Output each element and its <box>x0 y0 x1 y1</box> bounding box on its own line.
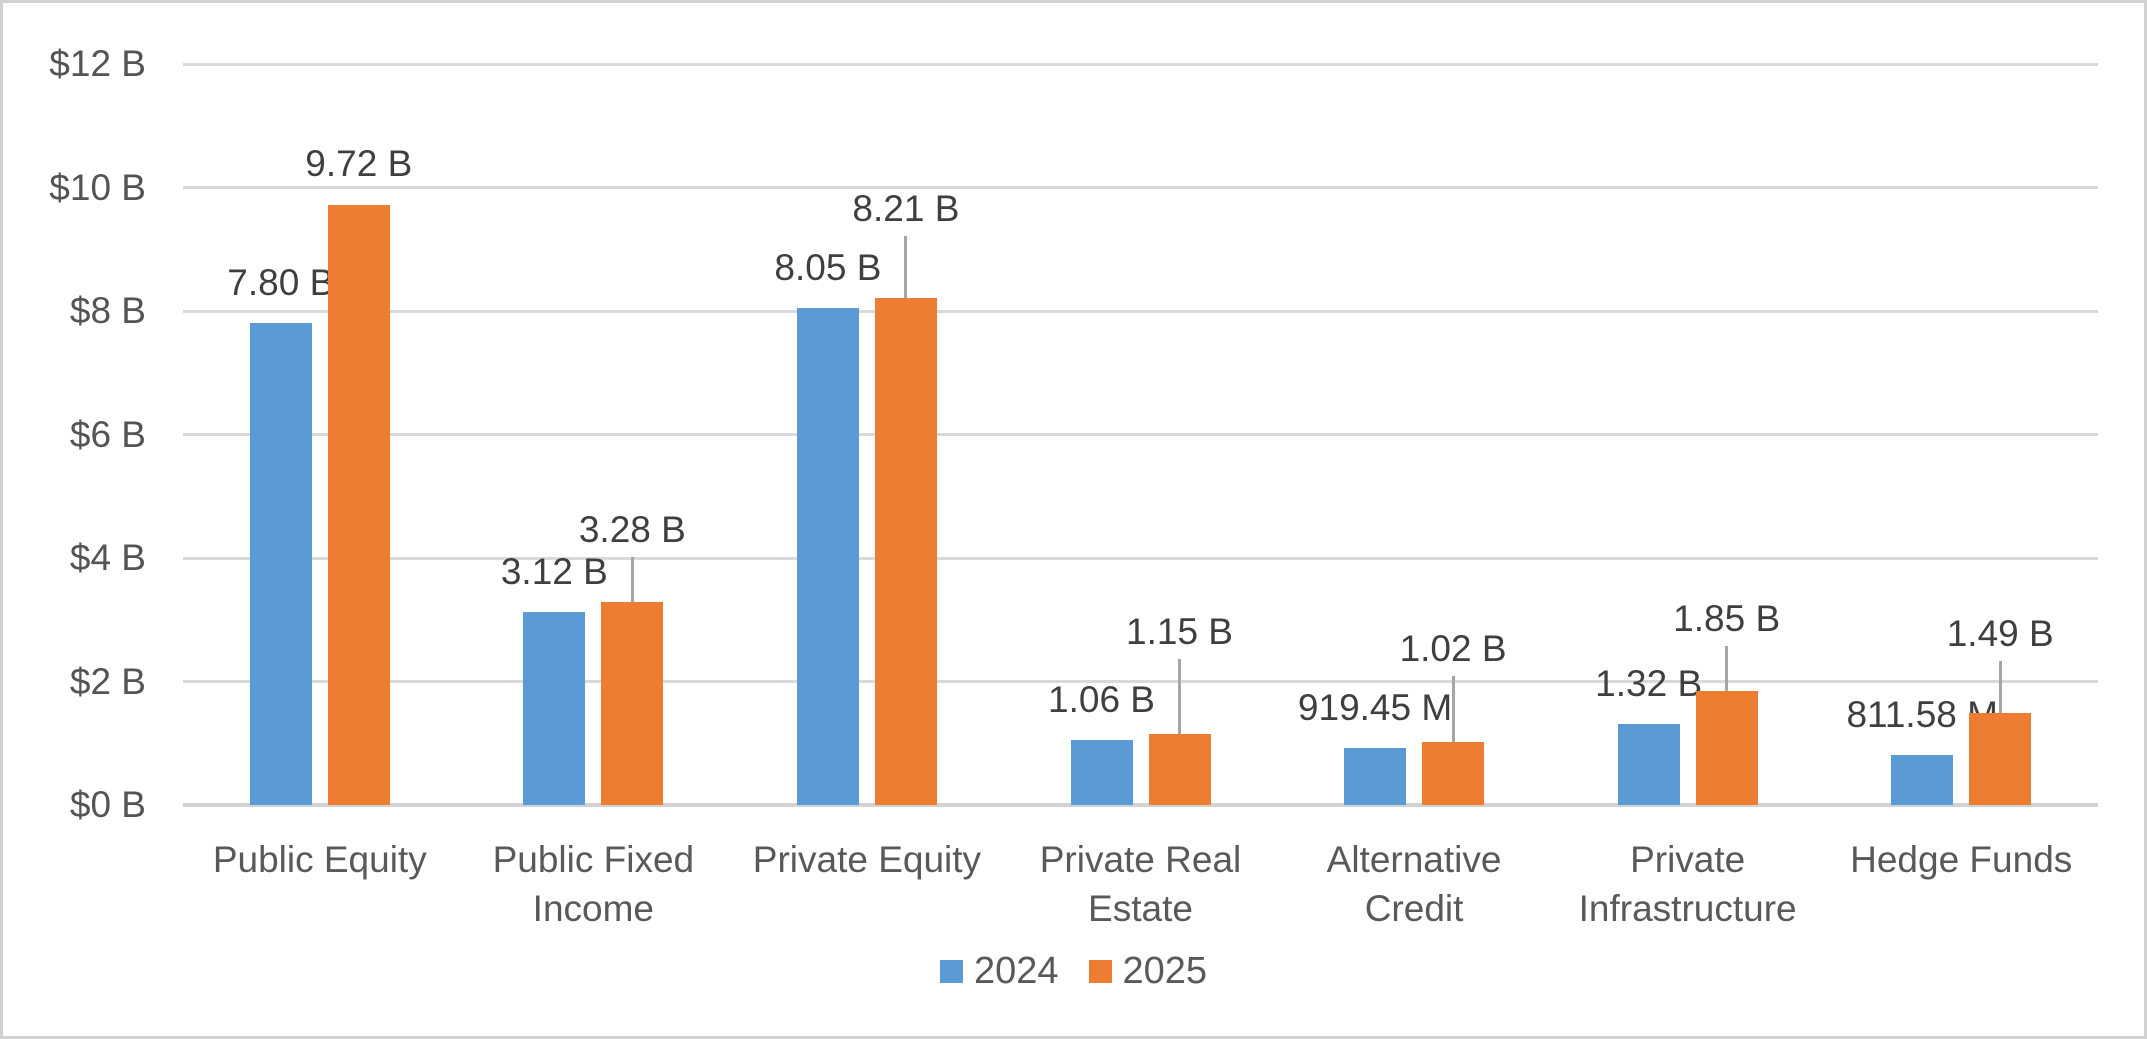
legend-label-2024: 2024 <box>973 950 1059 992</box>
gridline <box>183 680 2098 683</box>
category-label-line: Private Equity <box>752 839 982 880</box>
data-label-2024-private-real-estate: 1.06 B <box>1048 678 1155 720</box>
category-label-line: Income <box>532 888 655 929</box>
gridline <box>183 309 2098 313</box>
data-label-2025-private-equity: 8.21 B <box>852 188 960 230</box>
data-label-2025-private-infrastructure: 1.85 B <box>1673 597 1781 639</box>
category-label-line: Alternative <box>1326 839 1502 880</box>
leader-line-2025-private-equity <box>904 236 908 299</box>
data-label-2025-public-fixed-income: 3.28 B <box>578 509 686 551</box>
category-label-line: Hedge Funds <box>1850 839 2073 880</box>
legend-swatch-2025 <box>1088 959 1112 983</box>
y-tick-label--4-b: $4 B <box>69 537 146 578</box>
bar-2024-private-equity <box>796 307 859 805</box>
data-label-2025-hedge-funds: 1.49 B <box>1946 613 2054 654</box>
legend-item-2024: 2024 <box>939 949 1059 993</box>
data-label-2024-private-infrastructure: 1.32 B <box>1595 662 1703 704</box>
category-label-line: Estate <box>1088 888 1193 929</box>
data-label-2024-alternative-credit: 919.45 M <box>1297 687 1453 729</box>
leader-line-2025-public-fixed-income <box>630 557 634 603</box>
category-label-public-equity: Public Equity <box>170 835 470 884</box>
legend-label-2025: 2025 <box>1122 950 1208 992</box>
category-label-hedge-funds: Hedge Funds <box>1811 835 2111 884</box>
legend: 2024 2025 <box>3 949 2144 993</box>
bar-2025-alternative-credit <box>1422 742 1485 805</box>
bar-2025-public-equity <box>327 204 390 805</box>
gridline <box>183 433 2098 436</box>
bar-2025-hedge-funds <box>1969 713 2032 805</box>
category-label-line: Credit <box>1364 888 1464 929</box>
bar-2024-public-equity <box>249 323 312 805</box>
category-label-line: Private Real <box>1039 839 1242 880</box>
data-label-2025-public-equity: 9.72 B <box>305 142 413 184</box>
category-label-line: Infrastructure <box>1578 888 1797 929</box>
bar-2025-private-real-estate <box>1148 734 1211 805</box>
gridline <box>183 62 2098 66</box>
bar-2025-private-equity <box>874 298 937 805</box>
gridline <box>183 186 2098 189</box>
bar-2025-private-infrastructure <box>1695 690 1758 805</box>
bar-2024-private-real-estate <box>1070 739 1133 805</box>
category-label-private-infrastructure: Private Infrastructure <box>1538 835 1838 933</box>
data-label-2024-public-fixed-income: 3.12 B <box>500 551 608 593</box>
gridline <box>183 556 2098 560</box>
category-label-line: Public Equity <box>212 839 427 880</box>
y-tick-label--0-b: $0 B <box>69 784 146 825</box>
bar-2024-private-infrastructure <box>1617 723 1680 805</box>
leader-line-2025-alternative-credit <box>1451 676 1455 743</box>
bar-2024-alternative-credit <box>1344 748 1407 805</box>
bar-2024-public-fixed-income <box>523 612 586 805</box>
legend-item-2025: 2025 <box>1088 949 1208 993</box>
y-tick-label--12-b: $12 B <box>49 43 146 84</box>
y-tick-label--10-b: $10 B <box>49 166 146 208</box>
y-tick-label--2-b: $2 B <box>69 660 146 702</box>
legend-swatch-2024 <box>939 959 963 983</box>
leader-line-2025-private-real-estate <box>1178 659 1181 734</box>
plot-area: 7.80 B 3.12 B 8.05 B 1.06 B 919.45 M 1.32 B 81… <box>183 62 2098 807</box>
bar-2024-hedge-funds <box>1891 754 1954 805</box>
data-label-2025-private-real-estate: 1.15 B <box>1126 611 1233 652</box>
bar-2025-public-fixed-income <box>601 602 664 805</box>
data-label-2024-public-equity: 7.80 B <box>227 262 335 304</box>
y-tick-label--6-b: $6 B <box>69 413 146 455</box>
category-label-line: Private <box>1630 839 1746 880</box>
category-label-alternative-credit: Alternative Credit <box>1264 835 1564 933</box>
category-label-private-real-estate: Private Real Estate <box>991 835 1291 933</box>
data-label-2025-alternative-credit: 1.02 B <box>1399 628 1507 670</box>
leader-line-2025-hedge-funds <box>1998 661 2002 713</box>
category-label-public-fixed-income: Public Fixed Income <box>443 835 743 933</box>
data-label-2024-private-equity: 8.05 B <box>774 246 882 288</box>
category-label-line: Public Fixed <box>492 839 695 880</box>
y-tick-label--8-b: $8 B <box>69 290 146 331</box>
category-label-private-equity: Private Equity <box>717 835 1017 884</box>
x-axis-line <box>183 803 2098 807</box>
leader-line-2025-private-infrastructure <box>1725 645 1729 691</box>
